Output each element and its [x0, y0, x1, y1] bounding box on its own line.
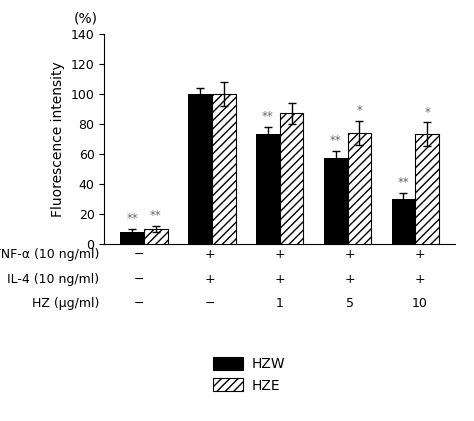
Bar [144, 229, 168, 244]
Bar [212, 94, 236, 244]
Text: +: + [204, 273, 215, 285]
Y-axis label: Fluorescence intensity: Fluorescence intensity [51, 61, 65, 217]
Bar [120, 232, 144, 244]
Bar [324, 158, 347, 244]
Text: 1: 1 [276, 297, 283, 310]
Bar [256, 134, 280, 244]
Text: +: + [415, 273, 425, 285]
Text: **: ** [262, 110, 273, 123]
Bar [347, 133, 371, 244]
Text: +: + [204, 248, 215, 261]
Text: +: + [415, 248, 425, 261]
Legend: HZW, HZE: HZW, HZE [213, 357, 285, 392]
Text: 10: 10 [412, 297, 428, 310]
Text: +: + [274, 248, 285, 261]
Text: (%): (%) [73, 11, 97, 25]
Text: TNF-α (10 ng/ml): TNF-α (10 ng/ml) [0, 248, 100, 261]
Text: IL-4 (10 ng/ml): IL-4 (10 ng/ml) [8, 273, 100, 285]
Bar [392, 199, 415, 244]
Text: HZ (μg/ml): HZ (μg/ml) [32, 297, 100, 310]
Bar [280, 113, 303, 244]
Text: 5: 5 [346, 297, 354, 310]
Text: +: + [345, 248, 355, 261]
Bar [188, 94, 212, 244]
Text: −: − [134, 297, 145, 310]
Text: −: − [204, 297, 215, 310]
Text: **: ** [398, 176, 410, 189]
Text: **: ** [126, 212, 138, 225]
Text: +: + [274, 273, 285, 285]
Text: **: ** [150, 209, 162, 222]
Text: *: * [356, 104, 362, 117]
Text: −: − [134, 273, 145, 285]
Text: −: − [134, 248, 145, 261]
Bar [415, 134, 439, 244]
Text: *: * [424, 106, 430, 119]
Text: +: + [345, 273, 355, 285]
Text: **: ** [330, 134, 341, 147]
